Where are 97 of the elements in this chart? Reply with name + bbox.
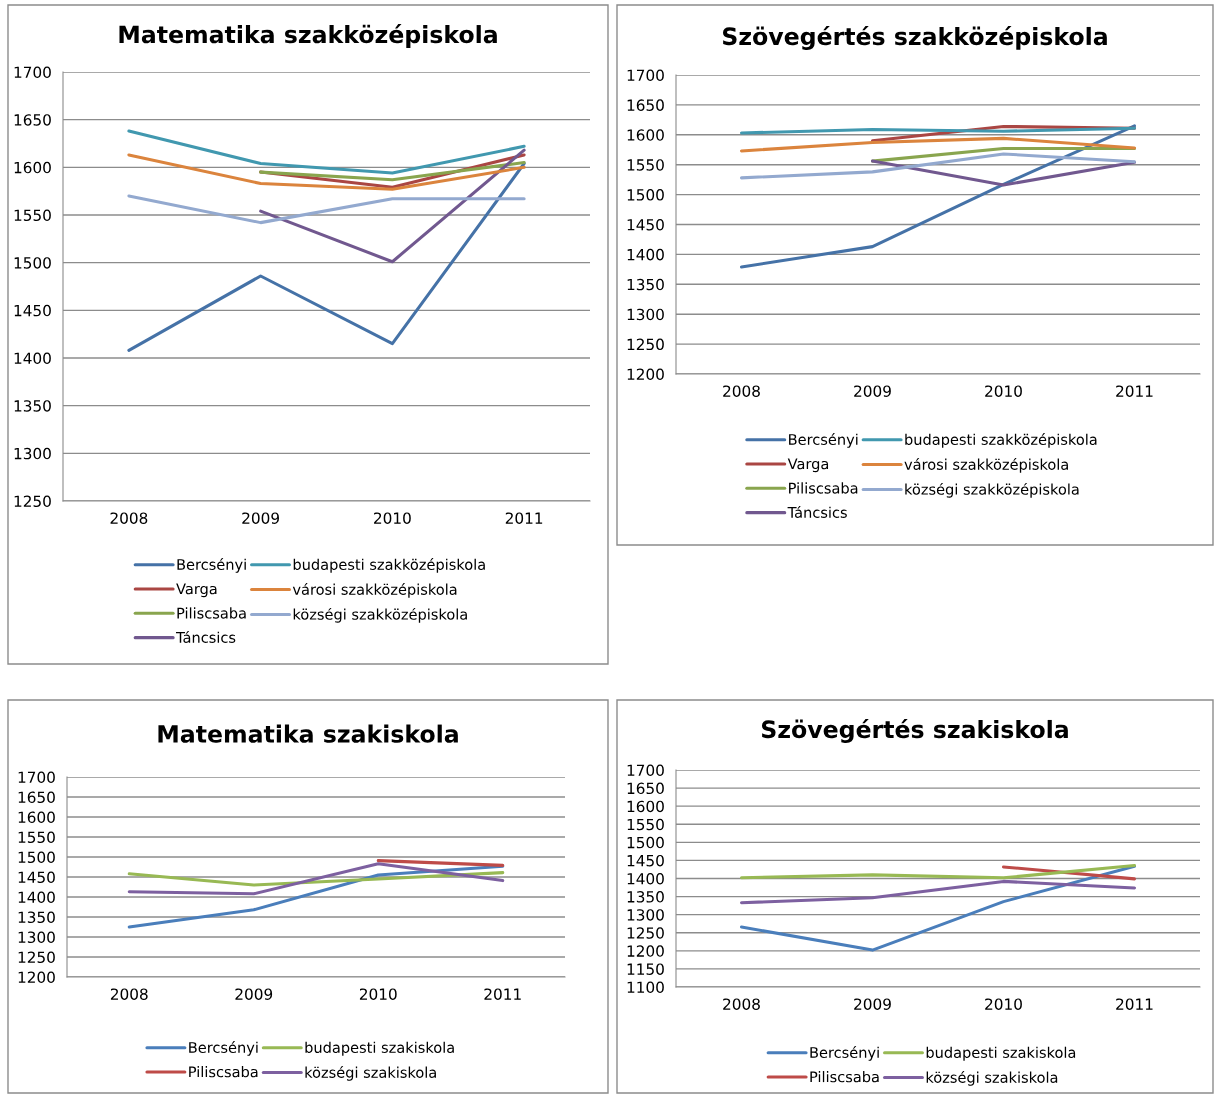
y-tick-label: 1500: [627, 836, 664, 849]
x-tick-label: 2011: [1116, 998, 1153, 1010]
y-tick-label: 1400: [14, 352, 51, 365]
legend-label: budapesti szakiskola: [926, 1046, 1076, 1061]
y-tick-label: 1500: [14, 257, 51, 269]
y-tick-label: 1300: [18, 931, 55, 944]
y-tick-label: 1450: [18, 871, 55, 884]
y-tick-label: 1650: [18, 791, 55, 804]
legend-label: budapesti szakiskola: [305, 1041, 454, 1056]
legend-label: Piliscsaba: [810, 1071, 879, 1083]
legend-label: Varga: [176, 583, 217, 598]
legend-label: községi szakközépiskola: [293, 607, 467, 623]
line-series: [127, 161, 526, 352]
y-tick-label: 1600: [14, 161, 51, 174]
x-tick-label: 2008: [110, 988, 148, 1000]
legend-label: Piliscsaba: [189, 1066, 258, 1078]
legend-label: Táncsics: [787, 506, 847, 518]
y-tick-label: 1350: [18, 911, 55, 924]
y-tick-label: 1350: [627, 891, 664, 903]
y-tick-label: 1100: [627, 981, 664, 994]
y-tick-label: 1550: [18, 831, 55, 844]
y-tick-label: 1250: [14, 495, 51, 508]
legend-label: Bercsényi: [189, 1041, 258, 1056]
y-tick-label: 1300: [14, 447, 51, 460]
line-series: [739, 124, 1137, 269]
y-tick-label: 1600: [627, 800, 664, 813]
x-tick-label: 2010: [374, 512, 411, 524]
y-tick-label: 1650: [14, 114, 51, 126]
x-tick-label: 2010: [985, 385, 1022, 397]
y-tick-label: 1600: [627, 129, 664, 141]
line-series: [739, 879, 1137, 905]
y-tick-label: 1550: [627, 159, 664, 171]
chart-title: Matematika szakiskola: [158, 724, 458, 743]
legend-label: budapesti szakközépiskola: [293, 558, 485, 573]
chart-title: Szövegértés szakközépiskola: [723, 26, 1107, 50]
legend-label: Bercsényi: [789, 433, 858, 448]
line-series: [739, 864, 1137, 952]
y-tick-label: 1200: [18, 971, 55, 984]
y-tick-label: 1650: [627, 99, 664, 111]
legend-label: községi szakiskola: [926, 1071, 1058, 1086]
y-tick-label: 1300: [627, 909, 664, 921]
y-tick-label: 1400: [627, 872, 664, 885]
line-series: [739, 152, 1137, 180]
x-tick-label: 2010: [359, 988, 397, 1000]
x-tick-label: 2011: [505, 512, 543, 524]
line-series: [127, 862, 505, 896]
legend-label: Piliscsaba: [789, 482, 858, 494]
y-tick-label: 1400: [627, 248, 664, 261]
y-tick-label: 1550: [627, 818, 664, 831]
x-tick-label: 2009: [854, 998, 891, 1010]
x-tick-label: 2008: [723, 385, 760, 397]
y-tick-label: 1700: [627, 69, 664, 82]
y-tick-label: 1300: [627, 308, 664, 321]
line-series: [127, 129, 526, 175]
x-tick-label: 2009: [242, 512, 279, 524]
legend-label: városi szakközépiskola: [292, 583, 457, 598]
legend-label: községi szakiskola: [305, 1066, 436, 1081]
line-series: [127, 871, 505, 887]
y-tick-label: 1450: [627, 218, 664, 231]
legend-label: Bercsényi: [810, 1046, 879, 1061]
legend-label: budapesti szakközépiskola: [905, 433, 1097, 448]
y-tick-label: 1700: [14, 66, 51, 79]
y-tick-label: 1700: [627, 764, 664, 777]
y-tick-label: 1200: [627, 945, 664, 957]
x-tick-label: 2011: [484, 988, 521, 1000]
legend-label: Piliscsaba: [177, 607, 246, 619]
y-tick-label: 1250: [627, 338, 664, 351]
y-tick-label: 1350: [14, 400, 51, 412]
y-tick-label: 1350: [627, 278, 664, 291]
y-tick-label: 1500: [627, 189, 664, 201]
y-tick-label: 1400: [18, 891, 55, 904]
y-tick-label: 1550: [14, 209, 51, 222]
y-tick-label: 1250: [18, 951, 55, 964]
x-tick-label: 2008: [110, 512, 148, 524]
y-tick-label: 1450: [14, 304, 51, 317]
y-tick-label: 1250: [627, 927, 664, 939]
y-tick-label: 1200: [627, 368, 664, 381]
x-tick-label: 2010: [985, 998, 1022, 1010]
x-tick-label: 2009: [854, 385, 891, 397]
y-tick-label: 1450: [627, 854, 664, 867]
x-tick-label: 2008: [723, 998, 760, 1010]
chart-title: Szövegértés szakiskola: [761, 719, 1068, 743]
line-series: [739, 136, 1137, 153]
y-tick-label: 1700: [18, 771, 55, 784]
legend-label: Varga: [787, 458, 829, 473]
line-series: [127, 153, 526, 191]
chart-title: Matematika szakközépiskola: [119, 24, 497, 48]
legend-label: Táncsics: [176, 631, 236, 643]
y-tick-label: 1650: [627, 782, 664, 795]
legend-label: városi szakközépiskola: [904, 458, 1068, 473]
legend-label: községi szakközépiskola: [905, 482, 1079, 498]
x-tick-label: 2009: [235, 988, 273, 1000]
y-tick-label: 1500: [18, 851, 55, 864]
y-tick-label: 1150: [627, 963, 664, 975]
y-tick-label: 1600: [18, 811, 55, 824]
legend-label: Bercsényi: [177, 558, 246, 573]
x-tick-label: 2011: [1116, 385, 1153, 397]
